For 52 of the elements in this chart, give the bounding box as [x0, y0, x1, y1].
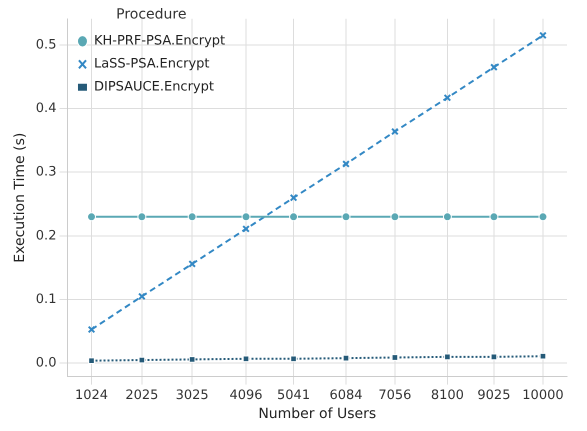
- point: [538, 212, 548, 222]
- point: [342, 212, 351, 222]
- legend-label: LaSS-PSA.Encrypt: [94, 56, 210, 72]
- point: [242, 212, 251, 222]
- x-axis-title: Number of Users: [258, 406, 376, 422]
- point: [490, 63, 498, 72]
- point: [188, 356, 196, 363]
- x-tick-label: 7056: [378, 388, 412, 403]
- point: [390, 212, 400, 222]
- y-tick-label: 0.2: [36, 228, 56, 244]
- point: [188, 212, 197, 222]
- point: [444, 354, 451, 360]
- point: [290, 355, 297, 362]
- y-tick-label: 0.1: [36, 292, 56, 307]
- point: [87, 212, 96, 222]
- point: [540, 352, 546, 360]
- point: [342, 354, 350, 362]
- point: [290, 194, 298, 202]
- x-tick-label: 2025: [125, 388, 158, 403]
- point: [391, 128, 399, 136]
- point: [242, 355, 250, 362]
- point: [88, 357, 95, 364]
- y-tick-label: 0.4: [36, 100, 56, 116]
- point: [188, 260, 196, 268]
- point: [442, 212, 452, 222]
- x-tick-label: 1024: [74, 388, 108, 403]
- point: [342, 160, 350, 168]
- y-axis-title: Execution Time (s): [12, 132, 28, 263]
- legend-title: Procedure: [116, 6, 186, 23]
- x-tick-label: 8100: [430, 388, 464, 403]
- y-tick-label: 0.3: [36, 164, 56, 180]
- point: [392, 354, 398, 361]
- point: [490, 354, 498, 360]
- x-tick-label: 10000: [522, 388, 564, 403]
- y-tick-label: 0.0: [36, 356, 56, 371]
- x-tick-label: 3025: [176, 388, 209, 403]
- legend-label: KH-PRF-PSA.Encrypt: [94, 34, 226, 49]
- point: [88, 326, 96, 334]
- point: [138, 356, 146, 364]
- point: [137, 212, 146, 222]
- point: [289, 212, 298, 222]
- point: [138, 292, 146, 300]
- x-tick-label: 5041: [277, 388, 310, 403]
- point: [539, 32, 547, 40]
- point: [444, 94, 452, 102]
- x-tick-label: 4096: [229, 388, 263, 403]
- x-tick-label: 6084: [329, 388, 363, 403]
- point: [242, 225, 250, 233]
- point: [489, 212, 498, 222]
- y-tick-label: 0.5: [36, 37, 56, 52]
- legend-label: DIPSAUCE.Encrypt: [94, 80, 214, 95]
- x-tick-label: 9025: [477, 388, 510, 403]
